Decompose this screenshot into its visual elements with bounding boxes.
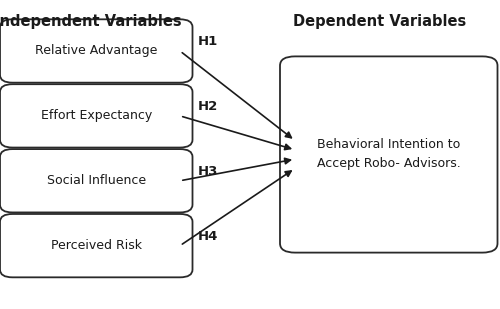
FancyBboxPatch shape (280, 56, 498, 253)
Text: Independent Variables: Independent Variables (0, 14, 182, 29)
FancyBboxPatch shape (0, 214, 192, 277)
Text: H3: H3 (198, 165, 218, 178)
Text: H4: H4 (198, 230, 218, 243)
Text: Behavioral Intention to
Accept Robo- Advisors.: Behavioral Intention to Accept Robo- Adv… (317, 138, 460, 171)
Text: Dependent Variables: Dependent Variables (294, 14, 467, 29)
FancyBboxPatch shape (0, 149, 192, 213)
Text: Relative Advantage: Relative Advantage (35, 44, 158, 57)
Text: Effort Expectancy: Effort Expectancy (40, 109, 152, 122)
Text: Perceived Risk: Perceived Risk (51, 239, 142, 252)
FancyBboxPatch shape (0, 84, 192, 148)
FancyBboxPatch shape (0, 19, 192, 83)
Text: H2: H2 (198, 100, 218, 113)
Text: H1: H1 (198, 35, 218, 48)
Text: Social Influence: Social Influence (46, 174, 146, 187)
